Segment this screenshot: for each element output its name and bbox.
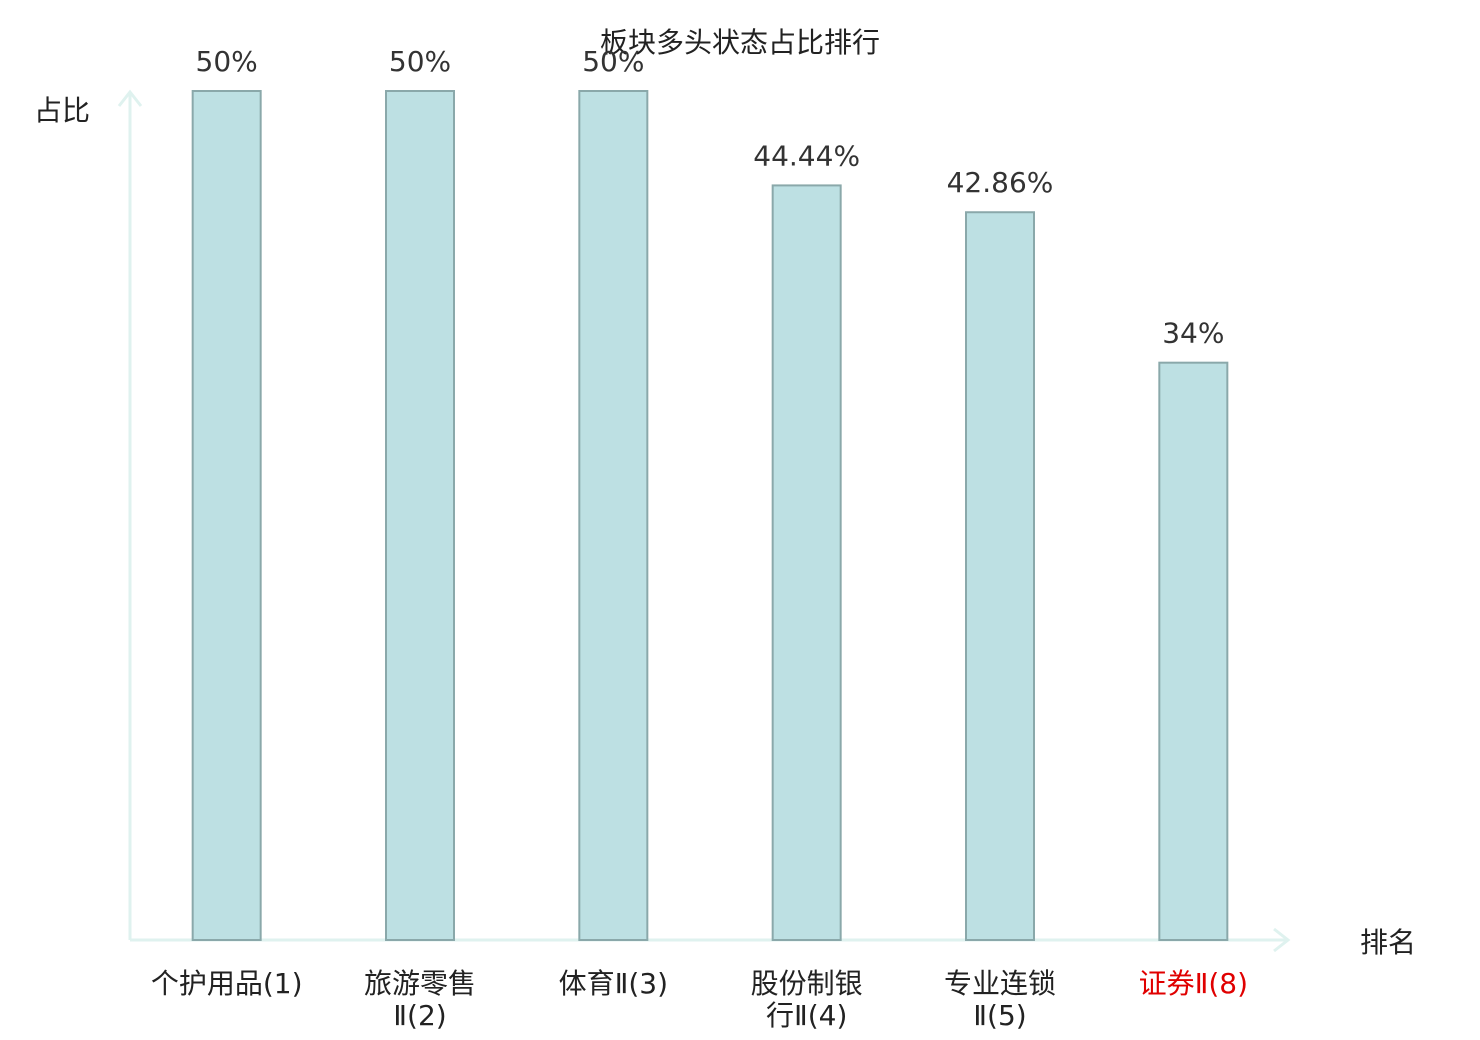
x-tick-label: 股份制银行Ⅱ(4): [751, 967, 863, 1032]
bar: [578, 90, 649, 941]
value-label: 34%: [1162, 317, 1224, 350]
bar: [965, 211, 1035, 942]
bar: [1158, 361, 1229, 941]
y-axis: [117, 89, 143, 940]
x-tick-label: 个护用品(1): [151, 967, 303, 1000]
value-label: 50%: [389, 45, 451, 78]
bar: [191, 90, 262, 941]
y-axis-label: 占比: [34, 94, 90, 127]
bar: [771, 184, 842, 941]
x-tick-label: 专业连锁 Ⅱ(5): [944, 967, 1056, 1032]
value-label: 50%: [196, 45, 258, 78]
x-tick-label: 体育Ⅱ(3): [559, 967, 668, 1000]
value-label: 50%: [582, 45, 644, 78]
x-axis: [130, 927, 1291, 953]
x-axis-label: 排名: [1360, 926, 1416, 959]
value-label: 44.44%: [753, 139, 860, 172]
chart-title: 板块多头状态占比排行: [600, 26, 880, 59]
x-tick-label: 旅游零售 Ⅱ(2): [364, 967, 476, 1032]
bar: [385, 90, 455, 941]
value-label: 42.86%: [947, 166, 1054, 199]
x-tick-label: 证券Ⅱ(8): [1139, 967, 1248, 1000]
